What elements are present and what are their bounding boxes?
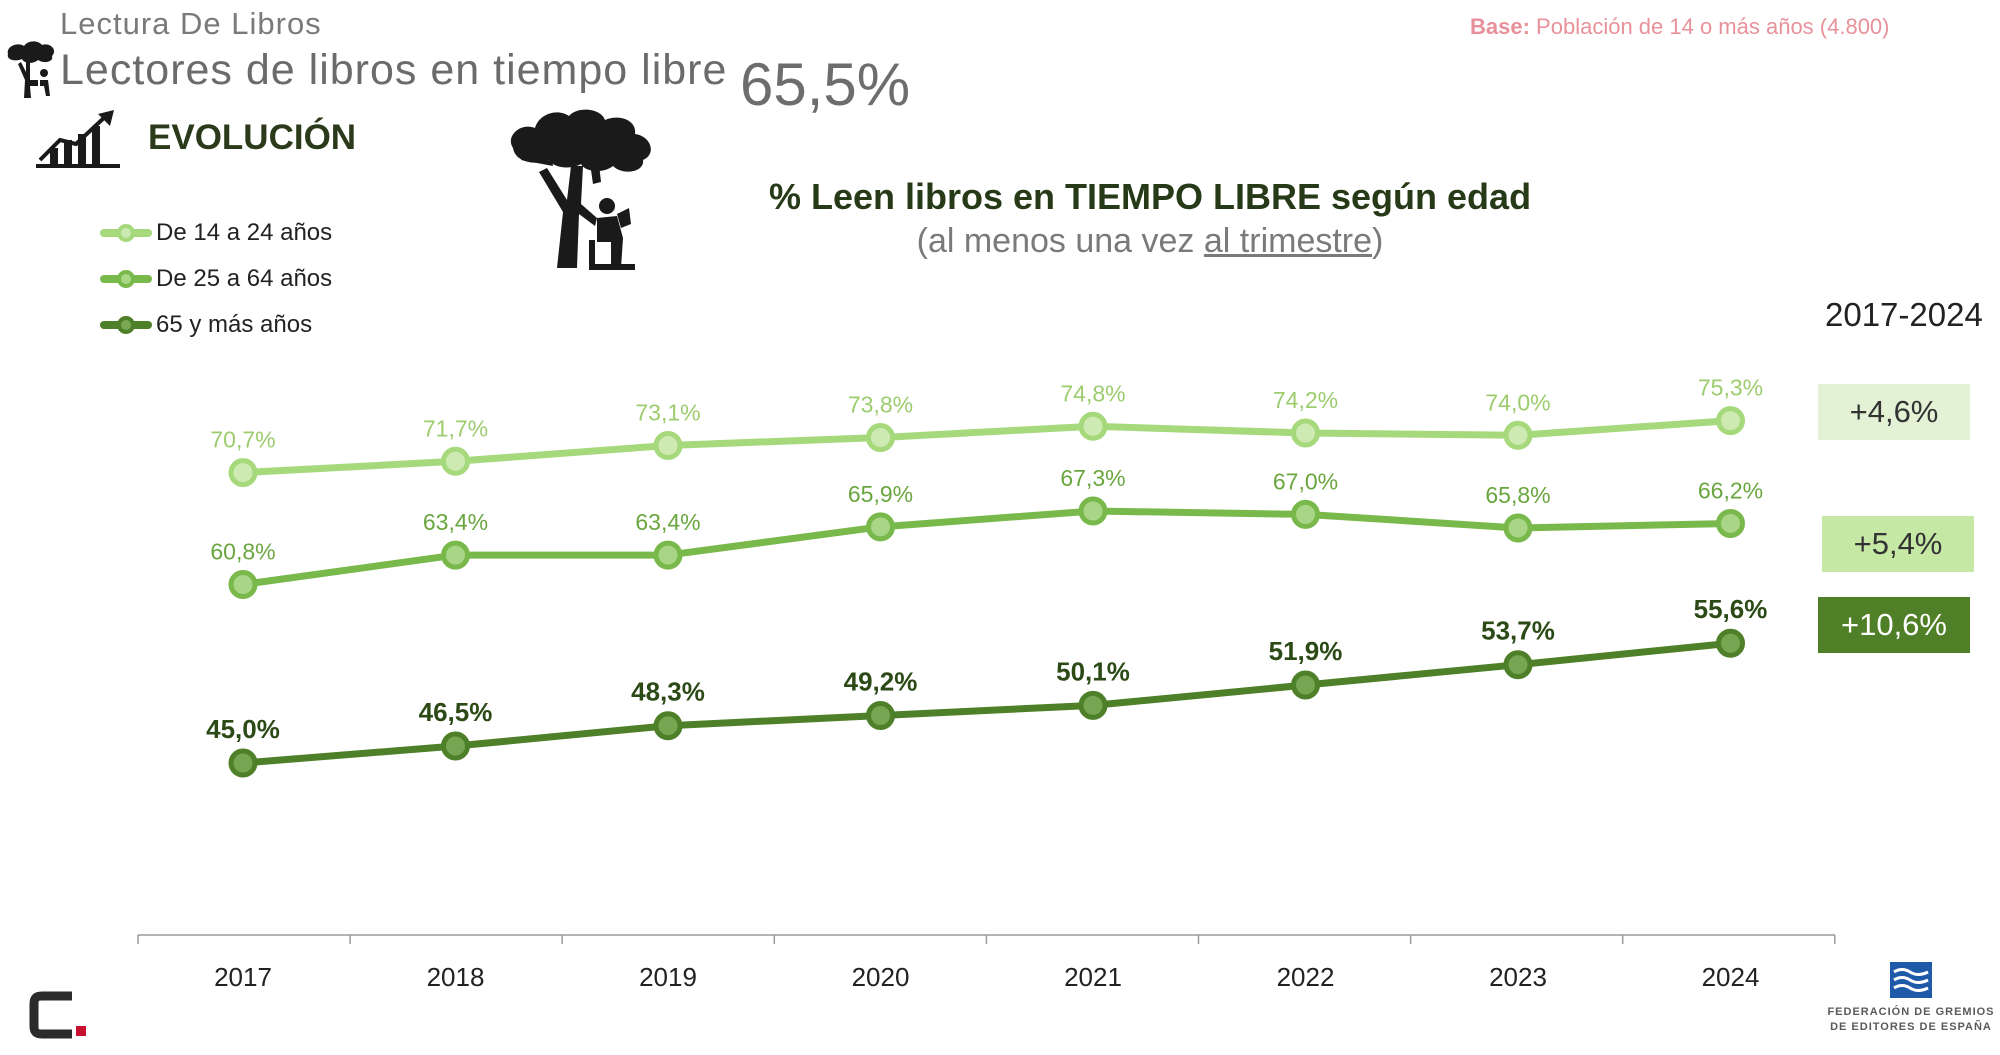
chart-subtitle: (al menos una vez al trimestre) [0, 222, 2000, 261]
x-tick-label: 2022 [1277, 962, 1335, 992]
change-badge-25-64: +5,4% [1822, 516, 1974, 572]
data-label: 45,0% [206, 714, 280, 744]
data-label: 60,8% [210, 538, 275, 564]
data-point [228, 458, 258, 488]
data-point [228, 748, 258, 778]
data-label: 46,5% [419, 697, 493, 727]
data-point [1503, 650, 1533, 680]
data-point [1503, 420, 1533, 450]
data-label: 63,4% [423, 509, 488, 535]
data-point [653, 430, 683, 460]
data-point [1503, 513, 1533, 543]
x-tick-label: 2018 [427, 962, 485, 992]
chart-subtitle-prefix: (al menos una vez [916, 222, 1204, 260]
legend-swatch-65-plus [100, 316, 152, 334]
data-point [441, 731, 470, 761]
base-label: Base: [1470, 14, 1530, 39]
data-label: 53,7% [1481, 616, 1555, 646]
change-badge-14-24: +4,6% [1818, 384, 1970, 440]
data-label: 71,7% [423, 415, 488, 441]
x-tick-label: 2020 [852, 962, 910, 992]
data-label: 51,9% [1269, 636, 1343, 666]
change-period: 2017-2024 [1825, 296, 1983, 333]
data-label: 65,8% [1485, 482, 1550, 508]
data-label: 63,4% [635, 509, 700, 535]
data-label: 50,1% [1056, 656, 1130, 686]
data-point [441, 446, 470, 476]
data-label: 48,3% [631, 677, 705, 707]
publisher-logo-icon [29, 991, 86, 1039]
fge-name-line1: FEDERACIÓN DE GREMIOS [1827, 1006, 1995, 1018]
fge-name-line2: DE EDITORES DE ESPAÑA [1830, 1021, 1992, 1033]
legend-label-14-24: De 14 a 24 años [156, 219, 333, 246]
legend-item-25-64: De 25 a 64 años [100, 256, 332, 302]
data-point [1078, 690, 1108, 720]
data-point [441, 540, 470, 570]
fge-logo: FEDERACIÓN DE GREMIOS DE EDITORES DE ESP… [1826, 960, 1996, 1035]
data-label: 55,6% [1694, 594, 1768, 624]
data-label: 73,8% [848, 392, 913, 418]
series-line-0 [239, 417, 1734, 477]
chart-title: % Leen libros en TIEMPO LIBRE según edad [768, 176, 1532, 217]
data-label: 74,2% [1273, 387, 1338, 413]
data-label: 74,8% [1060, 380, 1125, 406]
data-point [1716, 508, 1745, 538]
data-label: 67,0% [1273, 468, 1338, 494]
legend-label-65-plus: 65 y más años [156, 311, 313, 338]
data-point [1716, 628, 1745, 658]
base-note: Base: Población de 14 o más años (4.800) [1470, 14, 1890, 40]
x-tick-label: 2023 [1489, 962, 1547, 992]
data-point [1291, 670, 1320, 700]
data-point [866, 512, 895, 542]
page-title: Lectores de libros en tiempo libre [60, 46, 728, 94]
data-point [1716, 406, 1745, 436]
data-point [1291, 418, 1320, 448]
data-label: 70,7% [210, 427, 275, 453]
x-tick-label: 2019 [639, 962, 697, 992]
data-label: 73,1% [635, 399, 700, 425]
data-point [1078, 411, 1108, 441]
legend-label-25-64: De 25 a 64 años [156, 265, 333, 292]
legend-swatch-14-24 [100, 224, 152, 242]
data-label: 74,0% [1485, 389, 1550, 415]
data-point [1078, 496, 1108, 526]
tree-reader-icon [510, 109, 651, 270]
data-point [228, 569, 258, 599]
data-label: 75,3% [1698, 375, 1763, 401]
series-line-1 [239, 507, 1734, 588]
evolution-label: EVOLUCIÓN [148, 118, 357, 157]
chart-subtitle-underlined: al trimestre [1203, 222, 1373, 260]
data-point [866, 701, 895, 731]
tree-reader-small-icon [7, 41, 55, 98]
data-label: 67,3% [1060, 465, 1125, 491]
x-tick-label: 2024 [1702, 962, 1760, 992]
data-label: 49,2% [844, 667, 918, 697]
chart-subtitle-suffix: ) [1372, 222, 1384, 260]
fge-emblem-icon [1890, 962, 1932, 998]
change-badge-65-plus: +10,6% [1818, 597, 1970, 653]
series-line-2 [239, 639, 1734, 767]
legend-item-65-plus: 65 y más años [100, 302, 332, 348]
data-point [653, 711, 683, 741]
evolution-chart-icon [36, 110, 120, 168]
data-point [866, 423, 895, 453]
x-tick-label: 2021 [1064, 962, 1122, 992]
x-tick-label: 2017 [214, 962, 272, 992]
section-title: Lectura De Libros [60, 6, 322, 41]
legend-swatch-25-64 [100, 270, 152, 288]
base-text: Población de 14 o más años (4.800) [1536, 14, 1890, 39]
data-label: 66,2% [1698, 477, 1763, 503]
legend: De 14 a 24 años De 25 a 64 años 65 y más… [100, 210, 332, 348]
data-point [653, 540, 683, 570]
data-label: 65,9% [848, 481, 913, 507]
data-point [1291, 499, 1320, 529]
overall-value: 65,5% [740, 51, 911, 118]
legend-item-14-24: De 14 a 24 años [100, 210, 332, 256]
